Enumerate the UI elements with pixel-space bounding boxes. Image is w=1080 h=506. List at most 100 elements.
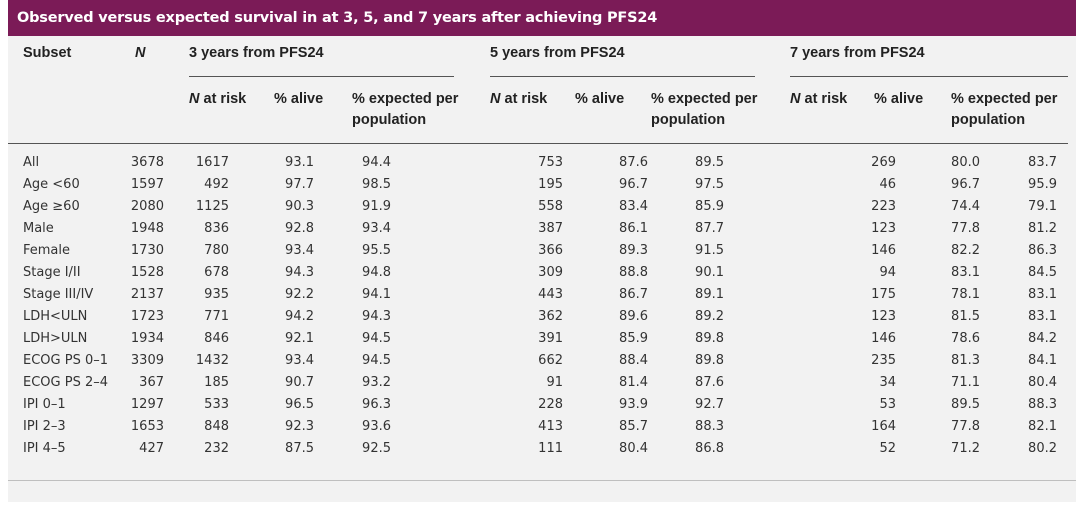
cell-subset: ECOG PS 2–4 — [23, 374, 108, 390]
cell-n: 2080 — [130, 198, 164, 214]
cell-3y-at-risk: 232 — [204, 440, 229, 456]
table-row: Female 1730 780 93.4 95.5 366 89.3 91.5 146 82.2 8… — [8, 239, 1080, 261]
cell-5y-alive: 86.1 — [619, 220, 648, 236]
cell-5y-at-risk: 366 — [538, 242, 563, 258]
cell-3y-alive: 94.3 — [285, 264, 314, 280]
spacer-cell — [391, 261, 508, 283]
spacer-cell — [724, 217, 840, 239]
spacer-cell — [164, 239, 189, 261]
cell-3y-alive: 92.1 — [285, 330, 314, 346]
cell-7y-expected: 95.9 — [1028, 176, 1057, 192]
cell-5y-alive: 88.4 — [619, 352, 648, 368]
subheader-at-risk-text: at risk — [800, 91, 848, 107]
cell-3y-at-risk: 836 — [204, 220, 229, 236]
cell-7y-at-risk: 175 — [871, 286, 896, 302]
cell-7y-expected: 83.1 — [1028, 308, 1057, 324]
table-row: LDH>ULN 1934 846 92.1 94.5 391 85.9 89.8 146 78.6… — [8, 327, 1080, 349]
header-bottom-rule — [8, 143, 1068, 144]
cell-3y-at-risk: 935 — [204, 286, 229, 302]
cell-7y-expected: 83.1 — [1028, 286, 1057, 302]
spacer-cell — [724, 371, 840, 393]
cell-3y-expected: 94.1 — [362, 286, 391, 302]
cell-7y-expected: 82.1 — [1028, 418, 1057, 434]
cell-n: 2137 — [130, 286, 164, 302]
cell-5y-alive: 93.9 — [619, 396, 648, 412]
cell-7y-alive: 81.3 — [951, 352, 980, 368]
spacer-cell — [391, 437, 508, 459]
cell-5y-expected: 89.8 — [695, 330, 724, 346]
cell-n: 1597 — [130, 176, 164, 192]
table-bottom-rule — [8, 480, 1076, 481]
header-subset: Subset — [23, 45, 72, 61]
subheader-at-risk-text: at risk — [500, 91, 548, 107]
cell-5y-alive: 87.6 — [619, 154, 648, 170]
cell-subset: IPI 4–5 — [23, 440, 66, 456]
cell-7y-expected: 86.3 — [1028, 242, 1057, 258]
cell-7y-alive: 81.5 — [951, 308, 980, 324]
subheader-expected-line2: population — [651, 112, 726, 128]
subheader-expected-3y: % expected per population — [352, 89, 458, 131]
subheader-n-prefix: N — [490, 91, 501, 107]
spacer-cell — [724, 349, 840, 371]
cell-3y-at-risk: 846 — [204, 330, 229, 346]
cell-7y-at-risk: 46 — [879, 176, 896, 192]
cell-7y-expected: 80.2 — [1028, 440, 1057, 456]
spacer-cell — [1057, 173, 1080, 195]
cell-5y-alive: 83.4 — [619, 198, 648, 214]
cell-3y-expected: 96.3 — [362, 396, 391, 412]
cell-3y-at-risk: 492 — [204, 176, 229, 192]
header-group-5y: 5 years from PFS24 — [490, 45, 625, 61]
spacer-cell — [724, 283, 840, 305]
cell-subset: LDH>ULN — [23, 330, 88, 346]
cell-3y-expected: 94.5 — [362, 330, 391, 346]
cell-5y-expected: 97.5 — [695, 176, 724, 192]
subheader-at-risk-5y: N at risk — [490, 89, 547, 110]
spacer-cell — [391, 173, 508, 195]
cell-7y-at-risk: 223 — [871, 198, 896, 214]
table-row: Male 1948 836 92.8 93.4 387 86.1 87.7 123 77.8 81.… — [8, 217, 1080, 239]
cell-5y-at-risk: 228 — [538, 396, 563, 412]
cell-n: 1730 — [130, 242, 164, 258]
cell-3y-alive: 92.2 — [285, 286, 314, 302]
cell-3y-alive: 87.5 — [285, 440, 314, 456]
cell-subset: Female — [23, 242, 71, 258]
cell-7y-alive: 96.7 — [951, 176, 980, 192]
subheader-expected-line1: % expected per — [651, 91, 758, 107]
cell-n: 367 — [139, 374, 164, 390]
cell-7y-alive: 71.2 — [951, 440, 980, 456]
cell-5y-at-risk: 753 — [538, 154, 563, 170]
spacer-cell — [724, 393, 840, 415]
cell-5y-at-risk: 387 — [538, 220, 563, 236]
cell-7y-alive: 77.8 — [951, 220, 980, 236]
spacer-cell — [1057, 437, 1080, 459]
cell-subset: IPI 0–1 — [23, 396, 66, 412]
cell-7y-alive: 82.2 — [951, 242, 980, 258]
spacer-cell — [164, 283, 189, 305]
survival-table-panel: Observed versus expected survival in at … — [8, 0, 1076, 502]
spacer-cell — [1057, 371, 1080, 393]
cell-5y-at-risk: 391 — [538, 330, 563, 346]
spacer-cell — [164, 437, 189, 459]
cell-7y-alive: 77.8 — [951, 418, 980, 434]
cell-7y-at-risk: 146 — [871, 330, 896, 346]
cell-7y-expected: 79.1 — [1028, 198, 1057, 214]
cell-7y-alive: 71.1 — [951, 374, 980, 390]
cell-subset: Age <60 — [23, 176, 80, 192]
cell-n: 1528 — [130, 264, 164, 280]
subheader-expected-line1: % expected per — [951, 91, 1058, 107]
spacer-cell — [1057, 261, 1080, 283]
subheader-expected-5y: % expected per population — [651, 89, 757, 131]
cell-7y-at-risk: 269 — [871, 154, 896, 170]
spacer-cell — [1057, 305, 1080, 327]
subheader-at-risk-text: at risk — [199, 91, 247, 107]
spacer-cell — [391, 239, 508, 261]
cell-3y-expected: 94.8 — [362, 264, 391, 280]
cell-7y-at-risk: 146 — [871, 242, 896, 258]
survival-data-table: All 3678 1617 93.1 94.4 753 87.6 89.5 269 80.0 83.… — [8, 151, 1080, 459]
cell-3y-expected: 93.4 — [362, 220, 391, 236]
cell-subset: Male — [23, 220, 54, 236]
cell-n: 1297 — [130, 396, 164, 412]
spacer-cell — [391, 195, 508, 217]
cell-7y-expected: 84.5 — [1028, 264, 1057, 280]
table-row: LDH<ULN 1723 771 94.2 94.3 362 89.6 89.2 123 81.5… — [8, 305, 1080, 327]
